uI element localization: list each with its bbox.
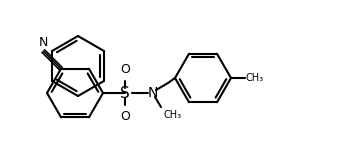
Text: N: N: [39, 36, 48, 49]
Text: O: O: [120, 63, 130, 76]
Text: O: O: [120, 110, 130, 123]
Text: S: S: [120, 85, 130, 100]
Text: N: N: [148, 86, 158, 100]
Text: CH₃: CH₃: [163, 110, 181, 120]
Text: CH₃: CH₃: [246, 73, 264, 83]
